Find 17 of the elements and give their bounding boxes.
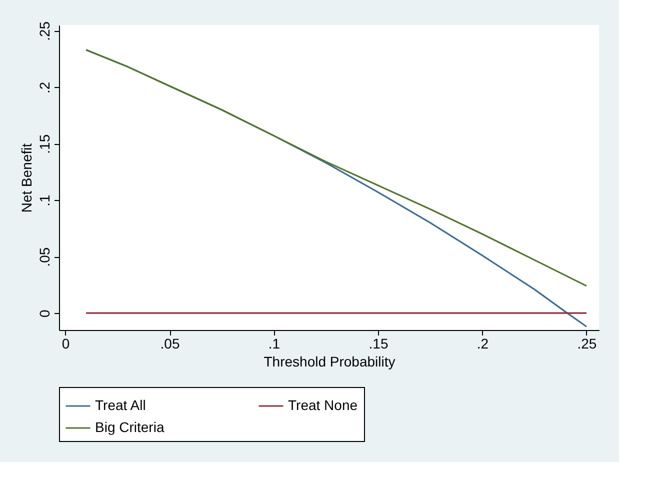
- y-tick-label: .2: [36, 82, 52, 94]
- x-tick-label: .2: [476, 336, 489, 352]
- x-axis-title: Threshold Probability: [264, 354, 396, 370]
- x-tick-label: .25: [577, 336, 597, 352]
- x-tick-label: .05: [160, 336, 180, 352]
- legend-label: Treat All: [95, 397, 146, 413]
- y-tick-label: .25: [36, 21, 52, 41]
- x-tick-label: 0: [62, 336, 70, 352]
- y-axis-title: Net Benefit: [18, 143, 34, 213]
- x-tick-label: .15: [368, 336, 388, 352]
- legend-label: Big Criteria: [95, 419, 164, 435]
- y-tick-label: .15: [36, 134, 52, 154]
- x-tick-label: .1: [268, 336, 280, 352]
- y-tick-label: .05: [36, 247, 52, 267]
- legend-label: Treat None: [288, 397, 358, 413]
- y-tick-label: 0: [36, 309, 52, 318]
- y-tick-label: .1: [36, 194, 52, 206]
